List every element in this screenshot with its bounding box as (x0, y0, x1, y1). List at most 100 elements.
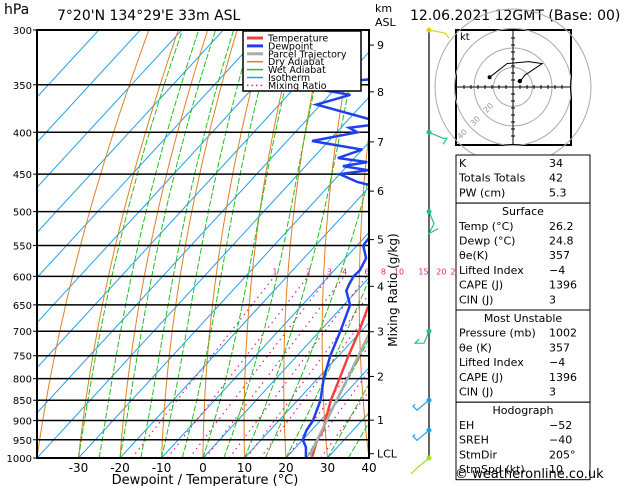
wet-adiabat-line (98, 30, 200, 458)
isotherm-line (37, 30, 349, 369)
isotherm-line (37, 30, 266, 279)
mixing-ratio-line (246, 293, 369, 458)
stat-value: 1002 (549, 327, 577, 340)
stat-label: θe (K) (459, 341, 492, 354)
mixing-ratio-label: 4 (342, 267, 347, 276)
most-unstable-table-title: Most Unstable (484, 312, 563, 325)
stat-label: Lifted Index (459, 356, 524, 369)
isotherm-line (37, 30, 183, 189)
wind-barb (428, 29, 450, 39)
isotherm-line (78, 141, 369, 458)
stat-label: CAPE (J) (459, 371, 503, 384)
stat-value: 5.3 (549, 186, 567, 199)
wet-adiabat-line (327, 382, 369, 458)
surface-table-title: Surface (502, 205, 544, 218)
stat-value: −52 (549, 419, 572, 432)
stat-value: −4 (549, 356, 565, 369)
dry-adiabat-line (37, 30, 150, 458)
wind-barb (410, 457, 430, 475)
stat-label: K (459, 157, 467, 170)
isotherm-line (161, 231, 369, 458)
wind-barb-dot (426, 129, 432, 135)
height-tick-label: 9 (377, 39, 384, 52)
stat-label: CIN (J) (459, 386, 493, 399)
mixing-ratio-label: 10 (394, 267, 404, 276)
mixing-ratio-axis-label: Mixing Ratio (g/kg) (386, 233, 400, 346)
pressure-tick-label: 350 (13, 81, 32, 92)
temperature-tick-label: 0 (199, 461, 207, 475)
wet-adiabat-line (119, 30, 217, 458)
isotherm-line (244, 321, 369, 458)
legend-label: Dewpoint (268, 41, 313, 52)
height-tick-label: 2 (377, 370, 384, 383)
datetime-title: 12.06.2021 12GMT (Base: 00) (410, 8, 620, 24)
temperature-tick-label: 20 (278, 461, 293, 475)
mixing-ratio-label: 20 (436, 267, 446, 276)
wind-barb (427, 211, 439, 236)
legend-label: Wet Adiabat (268, 65, 326, 76)
stat-value: 3 (549, 386, 556, 399)
stat-value: 10 (549, 463, 563, 476)
pressure-tick-label: 650 (13, 301, 32, 312)
pressure-tick-label: 750 (13, 352, 32, 363)
copyright: © weatheronline.co.uk (455, 467, 604, 482)
mixing-ratio-line (188, 276, 330, 458)
stat-label: CIN (J) (459, 293, 493, 306)
wind-barb (412, 429, 430, 442)
x-axis-label: Dewpoint / Temperature (°C) (112, 473, 299, 486)
pressure-tick-label: 300 (13, 26, 32, 37)
legend-label: Parcel Trajectory (268, 49, 347, 60)
hodograph-trace (489, 61, 544, 84)
stat-label: CAPE (J) (459, 279, 503, 292)
hodograph-end-marker (487, 75, 492, 80)
pressure-tick-label: 850 (13, 396, 32, 407)
hodograph-unit: kt (460, 32, 470, 43)
wind-barbs (410, 27, 450, 475)
stat-value: 24.8 (549, 235, 574, 248)
height-axis: 9 8 7 6 5 4 3 2 1 LCL (369, 39, 398, 461)
stat-value: −40 (549, 434, 572, 447)
height-tick-label: 8 (377, 86, 384, 99)
km-unit-label: km (375, 2, 392, 15)
height-tick-label: LCL (377, 448, 398, 461)
wind-barb-dot (426, 209, 432, 215)
dewpoint-profile (301, 78, 369, 458)
hodograph-storm-marker (517, 78, 523, 84)
isotherm-line (37, 30, 141, 144)
legend-label: Mixing Ratio (268, 81, 327, 92)
stat-label: Lifted Index (459, 264, 524, 277)
wind-barb (428, 131, 449, 145)
isotherm-line (37, 30, 224, 234)
pressure-axis: 300 350 400 450 500 550 600 650 700 750 800 850 900 9… (7, 26, 37, 465)
legend-label: Dry Adiabat (268, 57, 325, 68)
pressure-tick-label: 400 (13, 128, 32, 139)
wet-adiabat-line (202, 30, 300, 458)
stat-label: StmDir (459, 448, 498, 461)
temperature-tick-label: 30 (320, 461, 335, 475)
isotherm-line (37, 30, 307, 324)
mixing-ratio-label: 3 (327, 267, 332, 276)
stat-value: 42 (549, 172, 563, 185)
hodograph-table-title: Hodograph (493, 404, 554, 417)
plot-frame (36, 29, 370, 459)
pressure-tick-label: 450 (13, 170, 32, 181)
isotherm-line (119, 186, 369, 458)
temperature-tick-label: -10 (152, 461, 172, 475)
pressure-unit-label: hPa (4, 2, 29, 18)
height-tick-label: 1 (377, 414, 384, 427)
stats-tables: K 34 Totals Totals 42 PW (cm) 5.3 Surface Temp … (455, 154, 591, 481)
stat-value: 205° (549, 448, 576, 461)
mixing-ratio-label: 2 (306, 267, 311, 276)
isotherm-line (285, 367, 369, 458)
stat-value: 1396 (549, 371, 577, 384)
stat-value: 357 (549, 249, 570, 262)
stat-value: −4 (549, 264, 565, 277)
temperature-tick-label: -20 (110, 461, 130, 475)
stat-label: θe(K) (459, 249, 488, 262)
dry-adiabat-line (202, 30, 267, 458)
dry-adiabat-line (590, 30, 629, 458)
pressure-tick-label: 550 (13, 241, 32, 252)
height-tick-label: 5 (377, 234, 384, 247)
